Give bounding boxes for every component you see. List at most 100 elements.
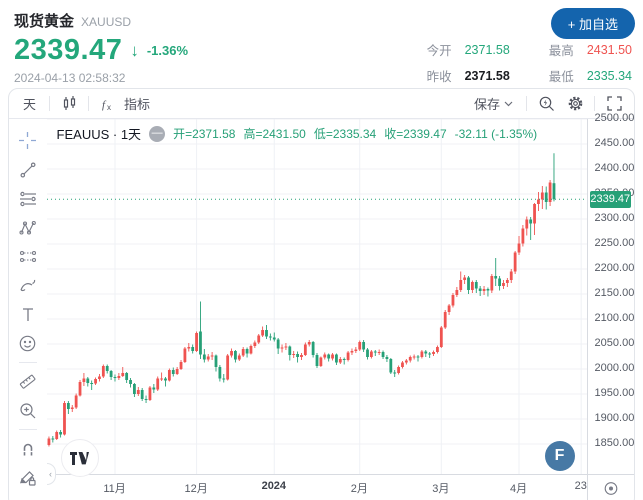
candle-body: [388, 359, 392, 373]
candle-body: [78, 382, 81, 396]
candle-body: [350, 351, 353, 353]
candle-body: [163, 378, 167, 381]
chart-panel: 天 f x 指标: [8, 88, 635, 500]
price-axis-tick: 1850.00: [594, 437, 635, 449]
candle-body: [451, 295, 454, 306]
last-price-tag: 2339.47: [589, 190, 631, 208]
zoom-in-icon[interactable]: [15, 396, 41, 425]
chart-plot-area[interactable]: FEAUUS · 1天 — 开=2371.58 高=2431.50 低=2335…: [46, 119, 587, 500]
candle-body: [221, 378, 225, 380]
candle-body: [373, 351, 377, 353]
collapse-drawing-toolbar-handle[interactable]: ‹: [46, 463, 56, 485]
chevron-down-icon: [504, 101, 513, 106]
candle-body: [548, 182, 552, 202]
candle-body: [493, 276, 497, 279]
candle-body: [214, 355, 217, 367]
candle-body: [342, 359, 346, 360]
toolbar-divider: [594, 96, 595, 111]
candle-body: [128, 380, 132, 384]
candle-body: [326, 354, 330, 359]
save-button[interactable]: 保存: [470, 92, 517, 115]
candle-body: [521, 228, 524, 244]
legend-collapse-icon[interactable]: —: [149, 125, 166, 142]
drawing-lock-icon[interactable]: [15, 463, 41, 492]
candle-body: [528, 219, 532, 224]
add-watchlist-button[interactable]: + 加自选: [550, 8, 635, 39]
stat-value-high: 2431.50: [586, 42, 632, 57]
candle-body: [105, 366, 109, 371]
price-axis-tick: 1900.00: [594, 412, 635, 424]
candle-body: [513, 252, 517, 272]
candle-body: [544, 192, 548, 202]
tradingview-logo[interactable]: [60, 439, 99, 477]
crosshair-icon[interactable]: [15, 126, 41, 155]
candle-body: [334, 354, 338, 363]
candle-body: [256, 335, 260, 343]
candle-body: [252, 342, 256, 346]
candle-body: [58, 432, 62, 435]
price-axis-tick: 2000.00: [594, 362, 635, 374]
quick-search-icon[interactable]: [536, 94, 556, 114]
legend-series-title[interactable]: FEAUUS · 1天: [56, 127, 142, 142]
xabcd-pattern-icon[interactable]: [15, 213, 41, 242]
candle-body: [101, 366, 105, 377]
candle-body: [458, 280, 462, 290]
legend-close: 收=2339.47: [384, 127, 447, 141]
candle-body: [470, 282, 474, 290]
candle-body: [505, 280, 509, 283]
candlestick-chart[interactable]: [46, 119, 587, 474]
price-scale-settings-icon[interactable]: [603, 481, 618, 500]
candle-body: [175, 369, 179, 374]
candle-body: [264, 330, 268, 337]
candle-body: [377, 352, 381, 353]
candle-body: [381, 352, 384, 357]
candle-body: [194, 333, 198, 351]
symbol-name: 现货黄金: [14, 13, 75, 30]
candle-body: [202, 354, 206, 360]
price-axis-tick: 1950.00: [594, 387, 635, 399]
time-axis-tick: 3月: [432, 483, 450, 495]
price-axis-tick: 2450.00: [594, 137, 635, 149]
emoji-tool-icon[interactable]: [15, 329, 41, 358]
trend-line-icon[interactable]: [15, 155, 41, 184]
candle-body: [462, 277, 466, 280]
interval-button[interactable]: 天: [23, 97, 37, 112]
stat-label-prev-close: 昨收: [426, 70, 452, 84]
chart-style-candles-icon[interactable]: [59, 94, 79, 114]
brush-icon[interactable]: [15, 271, 41, 300]
candle-body: [420, 351, 423, 357]
price-axis[interactable]: 2500.002450.002400.002350.002300.002250.…: [586, 112, 635, 500]
settings-gear-icon[interactable]: [565, 94, 585, 114]
candle-body: [346, 352, 350, 360]
candle-body: [74, 395, 78, 408]
toolbar-divider: [49, 96, 51, 111]
text-tool-icon[interactable]: [15, 300, 41, 329]
magnet-icon[interactable]: [15, 434, 41, 463]
candle-body: [447, 305, 451, 312]
time-axis-tick: 11月: [103, 483, 126, 495]
candle-body: [295, 354, 299, 357]
time-axis[interactable]: ‹ 11月 12月 2024 2月 3月 4月 23: [46, 463, 587, 500]
projection-tool-icon[interactable]: [15, 242, 41, 271]
site-watermark-logo: F: [544, 441, 575, 471]
candle-body: [109, 371, 113, 377]
header: 现货黄金 XAUUSD + 加自选 2339.47 ↓ -1.36% 2024-…: [0, 0, 643, 88]
fullscreen-icon[interactable]: [604, 94, 624, 114]
candle-body: [179, 362, 182, 369]
candle-body: [369, 351, 373, 357]
drawing-toolbar: [9, 119, 47, 500]
candle-body: [210, 355, 214, 357]
ruler-icon[interactable]: [15, 367, 41, 396]
toolbar-divider: [526, 96, 527, 111]
candle-body: [303, 344, 307, 355]
fx-icon: f x: [102, 99, 111, 111]
current-price: 2339.47: [14, 34, 123, 66]
stat-value-prev-close: 2371.58: [464, 68, 510, 83]
stat-label-open: 今开: [426, 44, 452, 58]
candle-body: [249, 346, 252, 354]
indicators-button[interactable]: f x 指标: [98, 92, 154, 115]
fib-retracement-icon[interactable]: [15, 184, 41, 213]
candle-body: [540, 192, 544, 200]
candle-body: [466, 277, 470, 290]
